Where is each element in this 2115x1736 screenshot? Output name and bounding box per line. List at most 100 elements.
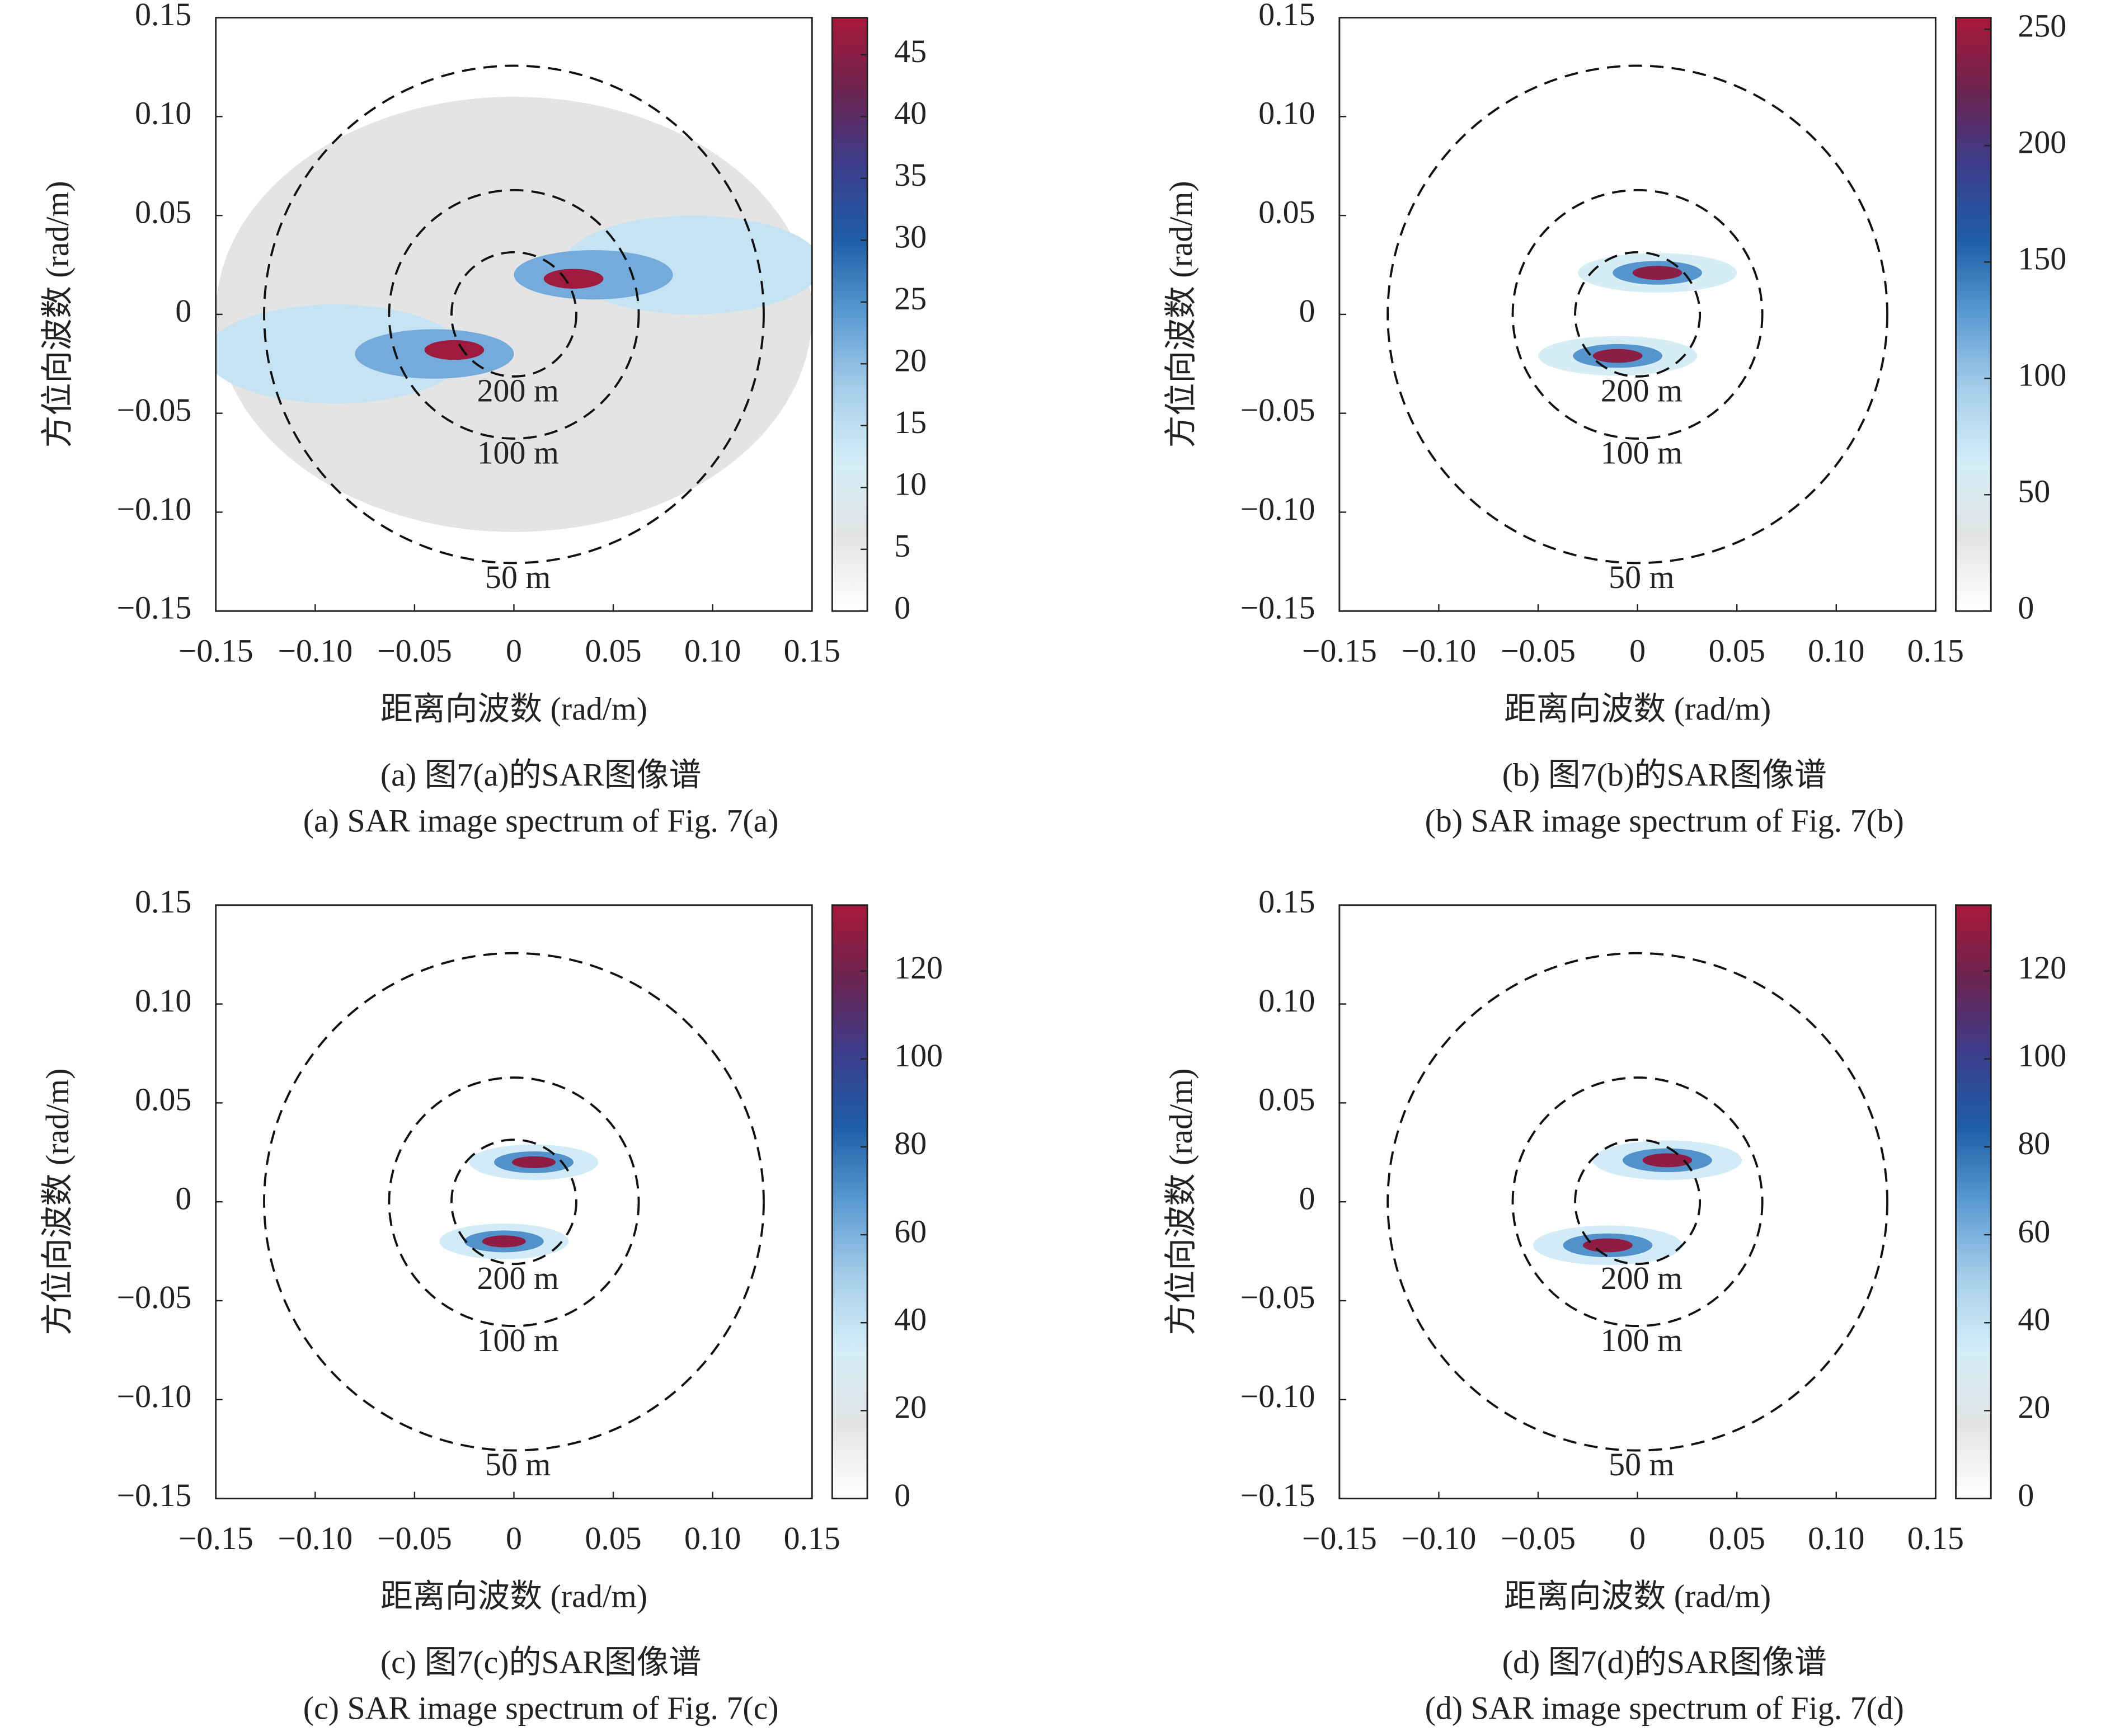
colorbar-tick-label: 30 [894,219,927,255]
caption: (a) 图7(a)的SAR图像谱 [380,756,702,793]
y-tick-label: 0 [175,1180,191,1216]
y-tick-label: −0.05 [116,1279,191,1315]
spectrum-blob [482,1235,526,1248]
y-axis-label: 方位向波数 (rad/m) [39,1069,76,1335]
x-tick-label: −0.15 [1302,1520,1377,1556]
caption: (b) SAR image spectrum of Fig. 7(b) [1425,802,1904,839]
x-tick-label: 0.15 [1907,633,1964,669]
circle-label: 50 m [485,559,551,595]
x-axis-label: 距离向波数 (rad/m) [1504,690,1771,727]
wavelength-circle [1574,1138,1702,1265]
colorbar-tick-label: 40 [894,95,927,131]
circle-label: 100 m [1601,1322,1682,1358]
colorbar-tick-label: 15 [894,404,927,440]
colorbar-tick-label: 150 [2018,241,2066,277]
x-tick-label: 0 [1629,1520,1646,1556]
caption: (b) 图7(b)的SAR图像谱 [1502,756,1827,793]
colorbar-tick-label: 250 [2018,8,2066,44]
colorbar-tick-label: 20 [894,342,927,379]
colorbar-tick-label: 25 [894,280,927,317]
colorbar [1955,904,1992,1499]
caption: (c) SAR image spectrum of Fig. 7(c) [303,1690,779,1726]
caption: (d) 图7(d)的SAR图像谱 [1502,1644,1827,1681]
circle-label: 100 m [477,1322,559,1358]
spectrum-blob [215,96,812,532]
wavelength-circle [1386,952,1888,1452]
colorbar-tick-label: 100 [894,1037,943,1074]
x-tick-label: −0.15 [178,1520,253,1556]
colorbar-tick-label: 0 [894,1477,910,1513]
plot-bg [215,905,812,1499]
y-tick-label: 0.15 [1258,0,1315,32]
wavelength-circle [1386,64,1888,564]
y-tick-label: −0.15 [116,1477,191,1513]
colorbar-tick-label: 0 [894,590,910,626]
y-tick-label: −0.05 [1240,392,1315,428]
y-tick-label: 0.05 [135,1081,191,1118]
colorbar-tick-label: 45 [894,33,927,69]
x-tick-label: 0.05 [1709,633,1765,669]
spectrum-blob [511,1156,556,1169]
y-tick-label: −0.05 [116,392,191,428]
colorbar-tick-label: 20 [894,1389,927,1426]
circle-label: 200 m [1601,373,1682,409]
x-tick-label: 0.10 [684,1520,741,1556]
x-tick-label: 0.10 [684,633,741,669]
wavelength-circle [1511,1076,1764,1328]
colorbar-tick-label: 200 [2018,124,2066,161]
y-tick-label: −0.10 [116,1378,191,1414]
y-tick-label: 0 [1299,293,1315,329]
y-tick-label: 0.05 [1258,194,1315,230]
y-tick-label: 0.10 [1258,95,1315,131]
circle-label: 50 m [485,1446,551,1483]
plot-area [1339,905,1936,1499]
spectrum-blob [1642,1153,1693,1168]
colorbar-tick-label: 40 [894,1301,927,1338]
plot-bg [1339,17,1936,611]
x-axis-label: 距离向波数 (rad/m) [380,690,647,727]
colorbar-tick-label: 0 [2018,1477,2034,1513]
wavelength-circle [450,251,577,378]
y-tick-label: −0.15 [116,590,191,626]
spectrum-blob [424,340,485,360]
x-tick-label: 0.05 [585,1520,641,1556]
wavelength-circle [450,1138,577,1265]
y-tick-label: 0.10 [135,982,191,1019]
spectrum-blob [543,269,604,289]
caption: (d) SAR image spectrum of Fig. 7(d) [1425,1690,1904,1726]
x-tick-label: 0 [506,1520,522,1556]
x-tick-label: 0.15 [784,1520,840,1556]
y-tick-label: −0.10 [1240,491,1315,527]
panel: 200 m 100 m 50 m −0.15 −0.10 −0.05 0 0.05 0.10 0.… [1163,0,2066,839]
x-tick-label: 0.15 [784,633,840,669]
caption: (c) 图7(c)的SAR图像谱 [380,1644,702,1681]
y-tick-label: 0.15 [135,0,191,32]
colorbar-tick-label: 100 [2018,357,2066,393]
x-tick-label: −0.10 [278,1520,352,1556]
colorbar-tick-label: 80 [894,1125,927,1161]
x-axis-label: 距离向波数 (rad/m) [380,1578,647,1615]
y-axis-label: 方位向波数 (rad/m) [1163,181,1199,448]
x-tick-label: −0.10 [1401,1520,1476,1556]
x-tick-label: −0.05 [377,633,452,669]
y-tick-label: −0.10 [116,491,191,527]
y-tick-label: 0.15 [135,883,191,920]
y-tick-label: −0.15 [1240,1477,1315,1513]
colorbar-tick-label: 20 [2018,1389,2050,1426]
x-tick-label: 0.10 [1808,1520,1864,1556]
panel: 200 m 100 m 50 m −0.15 −0.10 −0.05 0 0.05 0.10 0.… [39,0,927,839]
circle-label: 200 m [477,373,559,409]
colorbar-tick-label: 5 [894,528,910,564]
colorbar-tick-label: 50 [2018,473,2050,510]
y-tick-label: 0.10 [135,95,191,131]
x-tick-label: −0.10 [1401,633,1476,669]
circle-label: 100 m [1601,435,1682,471]
colorbar-tick-label: 60 [894,1213,927,1249]
plot-bg [1339,905,1936,1499]
x-tick-label: 0.05 [1709,1520,1765,1556]
y-axis-label: 方位向波数 (rad/m) [1163,1069,1199,1335]
y-tick-label: 0 [1299,1180,1315,1216]
y-tick-label: −0.15 [1240,590,1315,626]
caption: (a) SAR image spectrum of Fig. 7(a) [303,802,779,839]
